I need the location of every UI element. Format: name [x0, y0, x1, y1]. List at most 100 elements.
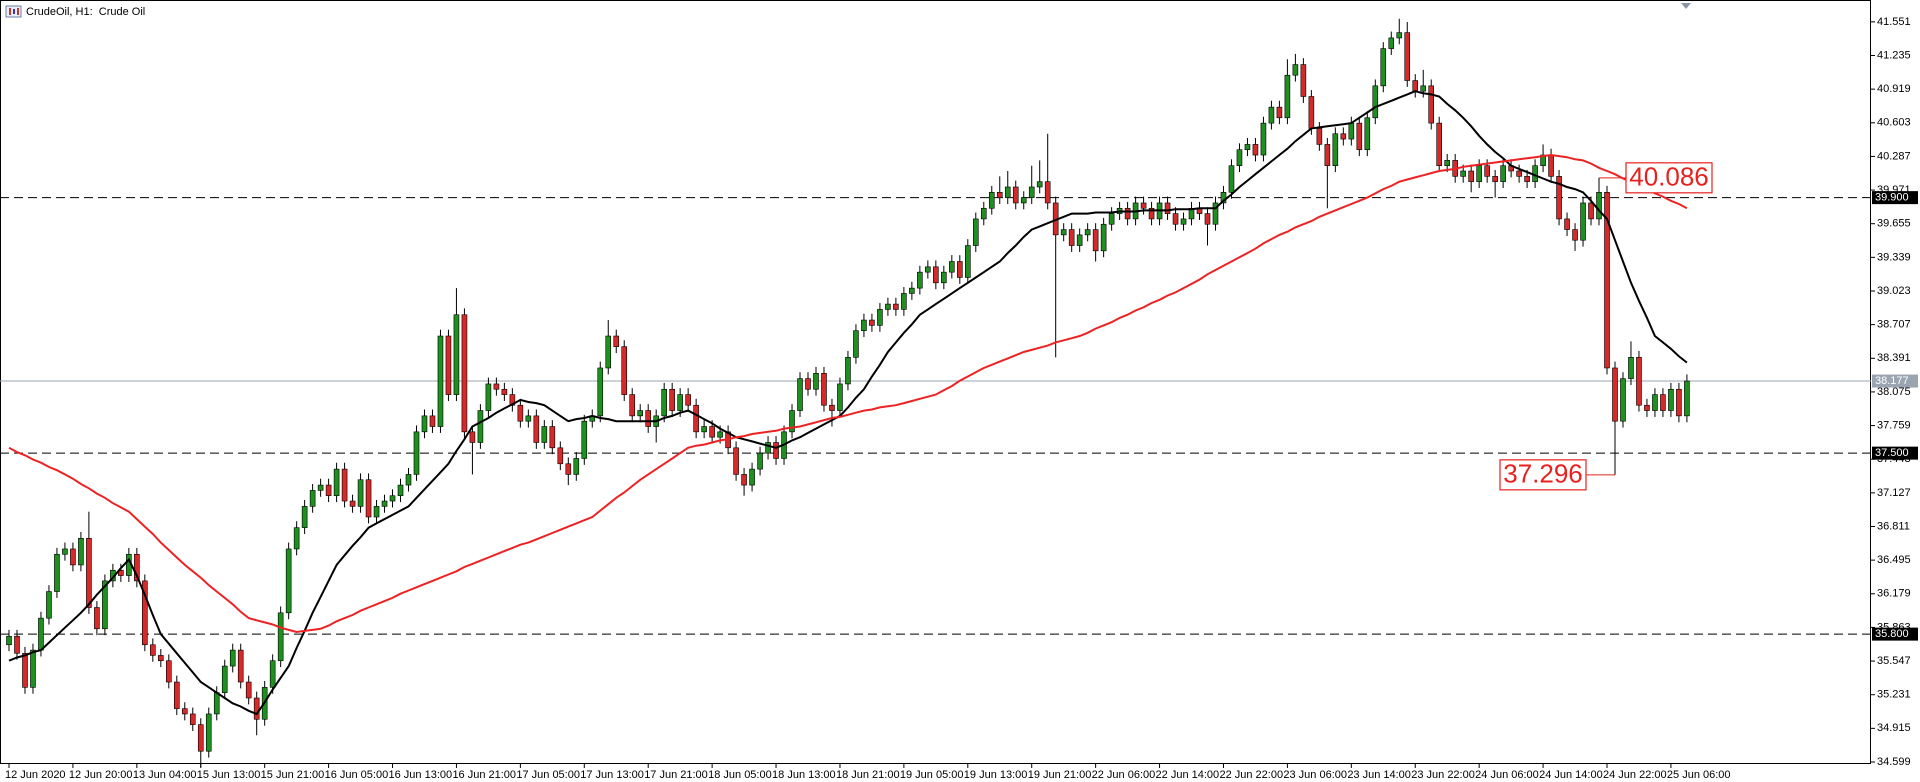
- candle-body: [173, 681, 180, 709]
- candle-body: [1292, 64, 1299, 76]
- candle-body: [1516, 170, 1522, 177]
- candle-body: [158, 655, 164, 662]
- candle-body: [941, 271, 947, 284]
- candle-body: [477, 410, 484, 443]
- candle-body: [1660, 394, 1666, 411]
- candle-body: [861, 319, 867, 332]
- candle-body: [1348, 122, 1355, 140]
- candle-body: [853, 330, 859, 358]
- candle-body: [389, 495, 396, 502]
- x-tick-label: 22 Jun 06:00: [1092, 769, 1156, 781]
- candle-body: [429, 415, 436, 427]
- candle-body: [285, 548, 292, 614]
- level-label: 37.500: [1875, 447, 1909, 459]
- candle-body: [1628, 357, 1634, 379]
- candle-body: [677, 394, 683, 411]
- candle-body: [1420, 85, 1427, 92]
- x-tick-label: 19 Jun 21:00: [1028, 769, 1092, 781]
- candle-body: [1476, 165, 1482, 182]
- candle-body: [1268, 106, 1275, 124]
- candle-body: [213, 692, 220, 715]
- candle-body: [269, 660, 276, 688]
- candle-body: [1148, 207, 1155, 220]
- candle-body: [1068, 229, 1075, 246]
- candle-body: [1540, 154, 1546, 166]
- candle-body: [1484, 165, 1490, 177]
- candle-body: [1356, 122, 1363, 151]
- x-tick-label: 16 Jun 05:00: [325, 769, 389, 781]
- x-tick-label: 15 Jun 21:00: [261, 769, 325, 781]
- candle-body: [421, 415, 428, 433]
- candle-body: [70, 548, 76, 566]
- candle-body: [557, 447, 564, 465]
- candle-body: [1428, 85, 1435, 124]
- candle-body: [709, 426, 715, 438]
- y-tick-label: 41.235: [1877, 49, 1911, 61]
- candle-body: [277, 612, 284, 662]
- candle-body: [1364, 117, 1371, 151]
- candle-body: [1596, 192, 1602, 220]
- y-tick-label: 35.231: [1877, 689, 1911, 701]
- candle-body: [1244, 144, 1251, 151]
- level-label-box: [1872, 374, 1918, 388]
- candle-body: [869, 319, 875, 326]
- candle-body: [405, 474, 412, 486]
- candle-body: [461, 314, 468, 433]
- candle-body: [1180, 218, 1187, 225]
- x-tick-label: 17 Jun 21:00: [644, 769, 708, 781]
- candle-body: [1324, 144, 1331, 166]
- candle-body: [221, 665, 228, 693]
- candle-body: [1204, 213, 1211, 225]
- candle-body: [237, 649, 244, 683]
- x-tick-label: 22 Jun 22:00: [1219, 769, 1283, 781]
- candle-body: [901, 293, 907, 310]
- candle-body: [293, 527, 300, 550]
- candle-body: [14, 635, 20, 654]
- y-tick-label: 37.759: [1877, 419, 1911, 431]
- candle-body: [1228, 165, 1235, 193]
- candle-body: [549, 426, 556, 449]
- candle-body: [893, 303, 899, 310]
- candle-body: [142, 580, 148, 646]
- candle-body: [669, 388, 675, 411]
- level-label-box: [1872, 627, 1918, 641]
- candle-body: [797, 378, 803, 411]
- candle-body: [949, 261, 955, 273]
- candle-body: [181, 708, 188, 715]
- x-tick-label: 18 Jun 13:00: [772, 769, 836, 781]
- candle-body: [445, 335, 452, 395]
- candle-body: [1124, 207, 1131, 220]
- candle-body: [365, 479, 372, 518]
- candle-body: [1388, 37, 1395, 49]
- x-tick-label: 24 Jun 06:00: [1475, 769, 1539, 781]
- x-tick-label: 24 Jun 14:00: [1539, 769, 1603, 781]
- candle-body: [1652, 394, 1658, 411]
- candle-body: [645, 410, 652, 427]
- candle-body: [501, 388, 508, 395]
- candle-body: [1260, 122, 1267, 156]
- candle-body: [1404, 32, 1411, 81]
- candle-body: [1060, 229, 1067, 236]
- candle-body: [1172, 213, 1179, 225]
- candle-body: [517, 404, 524, 422]
- candle-body: [533, 415, 540, 443]
- chart-title: CrudeOil, H1: Crude Oil: [26, 6, 145, 18]
- candle-body: [1572, 229, 1578, 241]
- y-tick-label: 39.339: [1877, 251, 1911, 263]
- candle-body: [565, 463, 572, 475]
- candle-body: [102, 580, 108, 630]
- candle-body: [1444, 160, 1450, 166]
- annotation: 37.296: [1499, 459, 1615, 491]
- candle-body: [1212, 202, 1219, 225]
- candle-body: [134, 553, 140, 582]
- x-tick-label: 23 Jun 06:00: [1283, 769, 1347, 781]
- x-tick-label: 12 Jun 2020: [5, 769, 66, 781]
- candle-body: [1012, 186, 1019, 204]
- candle-body: [253, 697, 260, 720]
- level-label: 39.900: [1875, 192, 1909, 204]
- candle-body: [1548, 154, 1554, 177]
- candle-body: [325, 484, 332, 497]
- candle-body: [972, 218, 979, 246]
- x-tick-label: 16 Jun 21:00: [452, 769, 516, 781]
- level-label: 35.800: [1875, 628, 1909, 640]
